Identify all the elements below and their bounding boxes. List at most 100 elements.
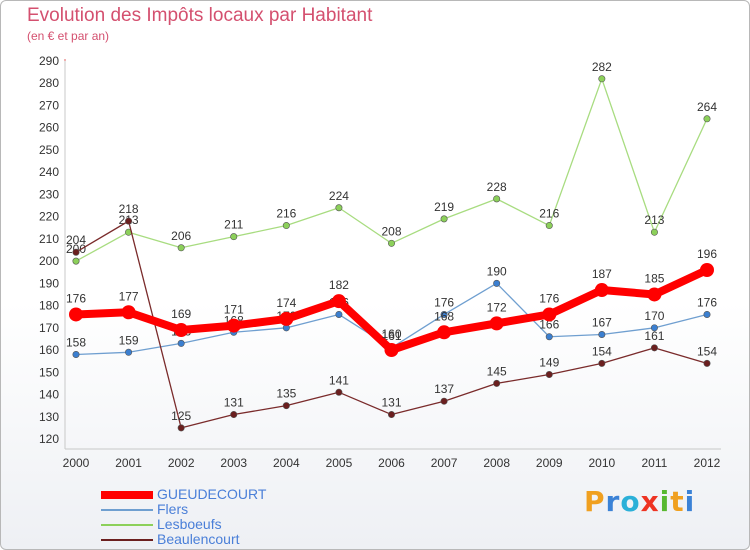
data-label-lesboeufs: 219: [434, 200, 454, 214]
x-tick-label: 2001: [115, 456, 142, 470]
data-point-lesboeufs: [703, 115, 711, 123]
y-tick-label: 280: [39, 76, 59, 90]
chart-legend: GUEUDECOURT Flers Lesboeufs Beaulencourt: [101, 486, 341, 547]
data-label-beaulencourt: 218: [119, 202, 139, 216]
data-point-beaulencourt: [650, 344, 658, 352]
legend-swatch-gueudecourt: [101, 491, 153, 499]
data-label-lesboeufs: 216: [276, 207, 296, 221]
legend-swatch-flers: [101, 509, 153, 511]
x-tick-label: 2000: [63, 456, 90, 470]
data-label-flers: 167: [592, 315, 612, 329]
data-point-gueudecourt: [121, 305, 136, 320]
data-label-lesboeufs: 206: [171, 229, 191, 243]
y-tick-label: 210: [39, 232, 59, 246]
data-point-gueudecourt: [542, 307, 557, 322]
data-label-lesboeufs: 213: [644, 213, 664, 227]
data-point-lesboeufs: [598, 75, 606, 83]
logo-letter: i: [659, 485, 671, 518]
data-point-lesboeufs: [335, 204, 343, 212]
data-point-flers: [598, 330, 606, 338]
logo-letter: P: [584, 485, 606, 518]
data-point-flers: [703, 310, 711, 318]
x-tick-label: 2004: [273, 456, 300, 470]
data-label-flers: 176: [697, 295, 717, 309]
data-label-lesboeufs: 228: [487, 180, 507, 194]
x-tick-label: 2010: [588, 456, 615, 470]
data-label-beaulencourt: 145: [487, 364, 507, 378]
data-label-gueudecourt: 174: [276, 296, 296, 310]
logo-letter: t: [670, 485, 685, 518]
data-point-lesboeufs: [545, 222, 553, 230]
y-tick-label: 230: [39, 187, 59, 201]
y-tick-label: 170: [39, 321, 59, 335]
data-point-flers: [335, 310, 343, 318]
legend-swatch-beaulencourt: [101, 539, 153, 541]
data-label-flers: 158: [66, 336, 86, 350]
data-point-beaulencourt: [387, 411, 395, 419]
x-tick-label: 2005: [326, 456, 353, 470]
legend-label-lesboeufs: Lesboeufs: [157, 516, 222, 532]
data-point-beaulencourt: [230, 411, 238, 419]
data-label-gueudecourt: 177: [119, 289, 139, 303]
y-tick-label: 260: [39, 121, 59, 135]
data-point-lesboeufs: [282, 222, 290, 230]
x-tick-label: 2011: [642, 456, 668, 470]
data-label-flers: 161: [381, 329, 401, 343]
data-label-flers: 166: [539, 318, 559, 332]
data-point-flers: [493, 279, 501, 287]
x-tick-label: 2006: [378, 456, 405, 470]
data-point-lesboeufs: [177, 244, 185, 252]
legend-label-beaulencourt: Beaulencourt: [157, 531, 240, 547]
data-label-gueudecourt: 168: [434, 309, 454, 323]
data-point-beaulencourt: [440, 397, 448, 405]
y-tick-label: 140: [39, 388, 59, 402]
data-point-beaulencourt: [703, 359, 711, 367]
data-point-beaulencourt: [72, 248, 80, 256]
x-tick-label: 2012: [694, 456, 721, 470]
data-point-flers: [440, 310, 448, 318]
data-label-beaulencourt: 131: [381, 396, 401, 410]
data-label-gueudecourt: 169: [171, 307, 191, 321]
data-point-beaulencourt: [598, 359, 606, 367]
data-label-lesboeufs: 211: [224, 218, 243, 232]
x-tick-label: 2008: [483, 456, 510, 470]
y-tick-label: 120: [39, 432, 59, 446]
data-label-gueudecourt: 176: [66, 291, 86, 305]
y-tick-label: 220: [39, 210, 59, 224]
legend-item-gueudecourt: GUEUDECOURT: [101, 486, 341, 502]
data-label-beaulencourt: 154: [697, 344, 717, 358]
y-tick-label: 240: [39, 165, 59, 179]
y-tick-label: 180: [39, 299, 59, 313]
data-point-gueudecourt: [489, 316, 504, 331]
data-point-lesboeufs: [72, 257, 80, 265]
data-point-gueudecourt: [279, 311, 294, 326]
data-label-beaulencourt: 161: [644, 329, 664, 343]
y-tick-label: 160: [39, 343, 59, 357]
data-label-gueudecourt: 171: [224, 303, 244, 317]
data-point-lesboeufs: [387, 239, 395, 247]
data-point-flers: [72, 351, 80, 359]
data-label-gueudecourt: 160: [381, 327, 401, 341]
x-tick-label: 2009: [536, 456, 563, 470]
logo-letter: i: [684, 485, 696, 518]
y-tick-label: 190: [39, 276, 59, 290]
data-point-beaulencourt: [177, 424, 185, 432]
data-label-gueudecourt: 187: [592, 267, 612, 281]
data-point-gueudecourt: [226, 318, 241, 333]
data-point-lesboeufs: [440, 215, 448, 223]
y-tick-label: 270: [39, 98, 59, 112]
data-point-beaulencourt: [335, 388, 343, 396]
y-tick-label: 290: [39, 54, 59, 68]
legend-item-lesboeufs: Lesboeufs: [101, 516, 341, 532]
chart-subtitle: (en € et par an): [27, 29, 110, 43]
data-point-beaulencourt: [125, 217, 133, 225]
data-point-gueudecourt: [331, 294, 346, 309]
data-point-flers: [125, 348, 133, 356]
data-label-gueudecourt: 172: [487, 300, 507, 314]
data-label-lesboeufs: 264: [697, 100, 717, 114]
data-point-flers: [177, 339, 185, 347]
data-label-gueudecourt: 196: [697, 247, 717, 261]
data-label-beaulencourt: 125: [171, 409, 191, 423]
